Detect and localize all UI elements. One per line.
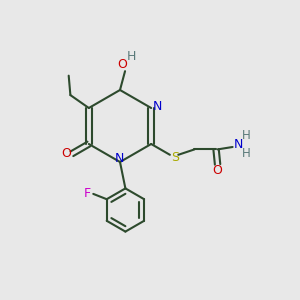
Text: O: O (61, 147, 71, 160)
Text: H: H (127, 50, 136, 63)
Text: O: O (118, 58, 128, 71)
Text: S: S (171, 151, 179, 164)
Text: N: N (233, 138, 243, 151)
Text: F: F (84, 187, 91, 200)
Text: H: H (242, 129, 250, 142)
Text: N: N (153, 100, 163, 113)
Text: N: N (115, 152, 124, 165)
Text: O: O (213, 164, 223, 177)
Text: H: H (242, 147, 250, 160)
